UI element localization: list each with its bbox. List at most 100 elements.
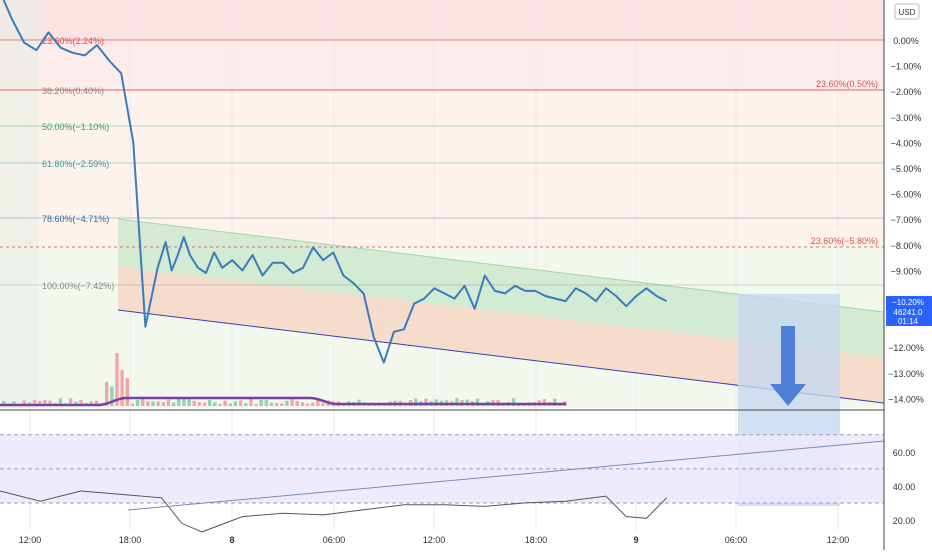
y-tick-label: −14.00% — [888, 394, 924, 404]
volume-bar — [120, 369, 124, 406]
volume-bar — [156, 401, 160, 406]
currency-label: USD — [899, 8, 916, 17]
y-tick-label: 0.00% — [893, 36, 919, 46]
price-badge-pct: −10.20% — [892, 298, 924, 307]
x-tick-label: 12:00 — [423, 535, 446, 545]
price-series — [2, 0, 668, 364]
volume-bar — [74, 401, 78, 406]
volume-bar — [105, 381, 109, 406]
volume-bar — [32, 400, 37, 406]
volume-bar — [264, 400, 269, 406]
volume-bar — [305, 403, 310, 406]
volume-bar — [249, 398, 253, 406]
zone-left-strip — [0, 0, 38, 408]
rsi-trendline — [127, 440, 885, 511]
x-tick-label: 06:00 — [323, 535, 346, 545]
down-arrow-icon — [770, 326, 806, 406]
volume-bar — [274, 402, 279, 406]
volume-bar — [321, 403, 325, 406]
fib-label-left: 23.60%(2.24%) — [42, 36, 104, 46]
volume-bar — [141, 398, 145, 406]
y-tick-label: −9.00% — [891, 266, 922, 276]
volume-bar — [553, 398, 557, 406]
rsi-tick-label: 40.00 — [893, 482, 916, 492]
x-tick-label: 06:00 — [725, 535, 748, 545]
volume-bar — [542, 399, 547, 406]
fib-label-left: 50.00%(−1.10%) — [42, 122, 109, 132]
volume-bar — [135, 399, 140, 406]
volume-bar — [58, 398, 63, 406]
x-tick-label: 18:00 — [525, 535, 548, 545]
fib-label-left: 100.00%(−7.42%) — [42, 281, 114, 291]
rsi-tick-label: 20.00 — [893, 516, 916, 526]
currency-button[interactable] — [894, 3, 920, 20]
volume-bar — [290, 398, 294, 406]
rsi-panel — [0, 434, 885, 533]
volume-bar — [316, 399, 320, 406]
volume-bar — [424, 398, 428, 406]
volume-bar — [455, 398, 459, 406]
x-tick-label: 9 — [633, 535, 638, 545]
volume-bar — [218, 403, 222, 406]
volume-bar — [48, 400, 52, 406]
volume-bar — [161, 402, 166, 406]
volume-bar — [79, 399, 83, 406]
y-tick-label: −1.00% — [891, 62, 922, 72]
volume-bar — [192, 400, 196, 406]
y-tick-label: −4.00% — [891, 138, 922, 148]
volume-bar — [166, 399, 171, 406]
price-badge-price: 46241.0 — [894, 308, 923, 317]
volume-bar — [414, 398, 418, 406]
time-axis[interactable]: 12:00 18:00 8 06:00 12:00 18:00 9 06:00 12:00 — [19, 535, 850, 545]
volume-bar — [465, 399, 469, 406]
fib-label-left: 78.60%(−4.71%) — [42, 214, 109, 224]
volume-bar — [125, 377, 129, 406]
fib-label-right: 23.60%(0.50%) — [816, 79, 878, 89]
rsi-line — [0, 490, 667, 533]
volume-bar — [2, 401, 6, 406]
y-tick-label: −6.00% — [891, 190, 922, 200]
price-badge-timer: 01:14 — [898, 317, 919, 326]
volume-bar — [171, 402, 176, 406]
volume-bar — [208, 399, 212, 406]
volume-bar — [146, 401, 150, 406]
volume-bar — [259, 399, 263, 406]
y-tick-label: −13.00% — [888, 369, 924, 379]
volume-bar — [223, 400, 227, 406]
volume-bar — [110, 386, 114, 406]
zone-top — [0, 0, 884, 40]
volume-bar — [89, 401, 93, 406]
x-tick-label: 12:00 — [19, 535, 42, 545]
volume-bar — [213, 402, 217, 406]
volume-bar — [300, 402, 305, 406]
volume-bar — [182, 398, 186, 406]
volume-bar — [151, 401, 155, 406]
y-tick-label: −2.00% — [891, 87, 922, 97]
zone-red — [0, 40, 884, 90]
volume-bar — [202, 402, 207, 406]
volume-bar — [68, 398, 73, 406]
volume-bar — [295, 401, 299, 406]
volume-bar — [238, 400, 243, 406]
volume-bar — [254, 403, 258, 406]
fib-label-left: 61.80%(−2.59%) — [42, 159, 109, 169]
volume-bar — [475, 398, 480, 406]
rsi-tick-label: 60.00 — [893, 448, 916, 458]
volume-bar — [38, 401, 42, 406]
volume-bar — [43, 399, 47, 406]
volume-bar — [285, 400, 289, 406]
price-line — [2, 0, 668, 364]
fib-label-left: 38.20%(0.40%) — [42, 86, 104, 96]
volume-bar — [130, 403, 135, 406]
volume-bar — [228, 403, 232, 406]
volume-bar — [22, 400, 26, 406]
y-tick-label: −3.00% — [891, 113, 922, 123]
fib-levels[interactable]: 23.60%(2.24%) 38.20%(0.40%) 50.00%(−1.10%)… — [0, 36, 884, 291]
volume-bar — [94, 400, 99, 406]
volume-bar — [511, 398, 516, 406]
volume-bar — [269, 402, 274, 406]
volume-bar — [434, 399, 438, 406]
